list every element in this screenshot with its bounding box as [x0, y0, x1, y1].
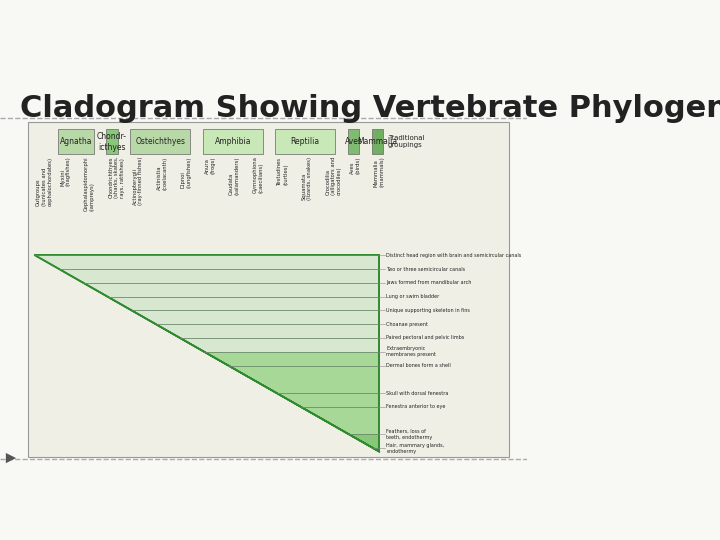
Text: Osteichthyes: Osteichthyes	[135, 138, 185, 146]
Text: Jaws formed from mandibular arch: Jaws formed from mandibular arch	[387, 280, 472, 286]
FancyBboxPatch shape	[275, 130, 336, 154]
Text: Two or three semicircular canals: Two or three semicircular canals	[387, 267, 466, 272]
FancyBboxPatch shape	[28, 122, 508, 457]
Polygon shape	[6, 453, 16, 463]
Text: Paired pectoral and pelvic limbs: Paired pectoral and pelvic limbs	[387, 335, 464, 341]
FancyBboxPatch shape	[372, 130, 384, 154]
Polygon shape	[349, 434, 379, 451]
Text: Gymnophiona
(caecilians): Gymnophiona (caecilians)	[253, 157, 264, 193]
Text: Cladogram Showing Vertebrate Phylogeny: Cladogram Showing Vertebrate Phylogeny	[20, 94, 720, 123]
Text: Feathers, loss of
teeth, endothermy: Feathers, loss of teeth, endothermy	[387, 429, 433, 440]
Text: Reptilia: Reptilia	[291, 138, 320, 146]
Text: Amphibia: Amphibia	[215, 138, 251, 146]
Text: Testudines
(turtles): Testudines (turtles)	[277, 157, 288, 185]
FancyBboxPatch shape	[130, 130, 190, 154]
Text: Myxini
(hagfishes): Myxini (hagfishes)	[60, 157, 71, 186]
Text: Aves
(birds): Aves (birds)	[350, 157, 361, 174]
Text: Chondrichthyes
(sharks, skates,
rays, ratfishes): Chondrichthyes (sharks, skates, rays, ra…	[108, 157, 125, 198]
Text: Dipnoi
(lungfishes): Dipnoi (lungfishes)	[181, 157, 192, 188]
Text: Mammalia: Mammalia	[358, 138, 397, 146]
Text: Dermal bones form a shell: Dermal bones form a shell	[387, 363, 451, 368]
Polygon shape	[35, 255, 379, 451]
Text: Actinistia
(coelacanth): Actinistia (coelacanth)	[157, 157, 168, 190]
Text: Hair, mammary glands,
endothermy: Hair, mammary glands, endothermy	[387, 443, 444, 454]
Polygon shape	[204, 352, 379, 451]
FancyBboxPatch shape	[203, 130, 263, 154]
Text: Squamata
(lizards, snakes): Squamata (lizards, snakes)	[302, 157, 312, 200]
Text: Anura
(frogs): Anura (frogs)	[205, 157, 216, 174]
Text: Agnatha: Agnatha	[60, 138, 92, 146]
Text: Cephalaspidomorphi
(lampreys): Cephalaspidomorphi (lampreys)	[84, 157, 95, 211]
Text: Choanae present: Choanae present	[387, 322, 428, 327]
Text: Crocodilia
(alligators and
crocodiles): Crocodilia (alligators and crocodiles)	[325, 157, 342, 195]
Text: Distinct head region with brain and semicircular canals: Distinct head region with brain and semi…	[387, 253, 521, 258]
Text: Unique supporting skeleton in fins: Unique supporting skeleton in fins	[387, 308, 470, 313]
Text: Aves: Aves	[344, 138, 362, 146]
FancyBboxPatch shape	[58, 130, 94, 154]
Text: Lung or swim bladder: Lung or swim bladder	[387, 294, 440, 299]
Text: Extraembryonic
membranes present: Extraembryonic membranes present	[387, 346, 436, 357]
Text: Skull with dorsal fenestra: Skull with dorsal fenestra	[387, 390, 449, 396]
Text: Fenestra anterior to eye: Fenestra anterior to eye	[387, 404, 446, 409]
Polygon shape	[373, 448, 379, 451]
Text: Chondr-
icthyes: Chondr- icthyes	[97, 132, 127, 152]
FancyBboxPatch shape	[106, 130, 118, 154]
FancyBboxPatch shape	[348, 130, 359, 154]
Text: Caudata
(salamanders): Caudata (salamanders)	[229, 157, 240, 195]
Text: Mammalia
(mammals): Mammalia (mammals)	[374, 157, 384, 187]
Text: Outgroups
(tunicates and
cephalochordates): Outgroups (tunicates and cephalochordate…	[36, 157, 53, 206]
Text: Traditional
groupings: Traditional groupings	[388, 136, 424, 148]
Text: Actinopterygii
(ray-finned fishes): Actinopterygii (ray-finned fishes)	[132, 157, 143, 205]
